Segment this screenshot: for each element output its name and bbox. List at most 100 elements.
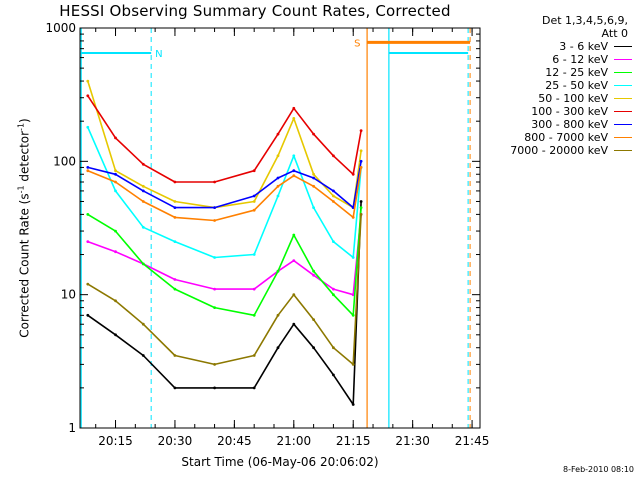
data-point (213, 206, 217, 210)
data-point (86, 166, 90, 169)
data-point (276, 269, 280, 273)
data-point (292, 154, 296, 158)
y-tick-label: 1 (68, 421, 76, 435)
data-point (114, 299, 117, 303)
x-tick-label: 20:30 (158, 434, 193, 448)
series-line (87, 214, 362, 296)
data-point (114, 169, 117, 173)
data-point (292, 106, 296, 110)
legend-swatch (614, 85, 632, 86)
data-point (359, 129, 363, 133)
x-tick-label: 21:15 (336, 434, 371, 448)
legend-entry: 3 - 6 keV (492, 40, 632, 53)
data-point (332, 287, 335, 291)
data-point (351, 172, 355, 176)
data-point (86, 313, 90, 317)
data-point (173, 354, 177, 357)
data-point (252, 208, 256, 212)
night-label: N (155, 49, 162, 60)
y-tick-label: 1000 (45, 21, 76, 35)
data-point (173, 216, 177, 219)
data-point (312, 318, 315, 321)
data-point (213, 256, 217, 259)
data-point (86, 282, 90, 286)
data-point (312, 346, 315, 350)
plot-frame (79, 27, 481, 429)
data-point (312, 273, 315, 277)
data-point (173, 200, 177, 203)
legend-entry-label: 800 - 7000 keV (524, 131, 608, 144)
data-point (332, 194, 335, 198)
data-point (213, 363, 217, 366)
legend-entry: 6 - 12 keV (492, 53, 632, 66)
data-point (252, 354, 256, 357)
x-tick-label: 21:30 (395, 434, 430, 448)
legend-swatch (614, 98, 632, 99)
data-point (359, 166, 363, 169)
data-point (213, 219, 217, 222)
data-point (252, 200, 256, 203)
legend-entry-label: 25 - 50 keV (545, 79, 608, 92)
data-point (351, 216, 355, 219)
legend-entry: 25 - 50 keV (492, 79, 632, 92)
data-point (141, 225, 145, 229)
data-point (114, 136, 117, 140)
x-tick-label: 20:45 (217, 434, 252, 448)
data-point (292, 293, 296, 297)
data-point (292, 233, 296, 237)
legend-entry: 50 - 100 keV (492, 92, 632, 105)
data-point (141, 162, 145, 166)
data-point (359, 206, 363, 210)
data-point (332, 200, 335, 203)
data-point (332, 293, 335, 297)
data-point (86, 125, 90, 129)
data-point (173, 180, 177, 184)
data-point (213, 287, 217, 291)
data-point (114, 250, 117, 254)
series-line (87, 167, 362, 222)
data-point (276, 313, 280, 317)
series-line (87, 95, 362, 183)
data-point (292, 259, 296, 262)
data-point (252, 287, 256, 291)
data-point (86, 94, 90, 98)
series-line (87, 126, 362, 259)
data-point (359, 159, 363, 163)
data-point (173, 278, 177, 281)
data-point (252, 194, 256, 198)
legend-entry-label: 12 - 25 keV (545, 66, 608, 79)
legend: Det 1,3,4,5,6,9, Att 0 3 - 6 keV 6 - 12 k… (492, 14, 632, 157)
x-tick-label: 21:00 (277, 434, 312, 448)
series-line (87, 214, 362, 366)
data-point (86, 169, 90, 173)
data-point (173, 240, 177, 244)
legend-entry-label: 50 - 100 keV (538, 92, 608, 105)
data-point (114, 229, 117, 233)
data-point (292, 174, 296, 178)
legend-entry-label: 6 - 12 keV (552, 53, 608, 66)
legend-swatch (614, 150, 632, 151)
legend-swatch (614, 137, 632, 138)
data-point (173, 386, 177, 390)
data-point (141, 184, 145, 188)
legend-header-line2: Att 0 (601, 27, 628, 40)
date-stamp: 8-Feb-2010 08:10 (563, 465, 634, 474)
data-point (276, 154, 280, 158)
data-point (332, 373, 335, 377)
data-point (114, 189, 117, 193)
data-point (114, 333, 117, 337)
data-point (312, 176, 315, 180)
data-point (359, 149, 363, 153)
series-line (87, 80, 362, 209)
legend-entry-label: 100 - 300 keV (531, 105, 608, 118)
data-point (276, 184, 280, 188)
data-point (141, 354, 145, 357)
legend-entry: 100 - 300 keV (492, 105, 632, 118)
series-line (87, 201, 362, 406)
data-point (332, 346, 335, 350)
data-point (276, 132, 280, 136)
data-point (213, 180, 217, 184)
y-axis-label: Corrected Count Rate (s-1 detector-1) (16, 118, 32, 338)
data-point (312, 184, 315, 188)
